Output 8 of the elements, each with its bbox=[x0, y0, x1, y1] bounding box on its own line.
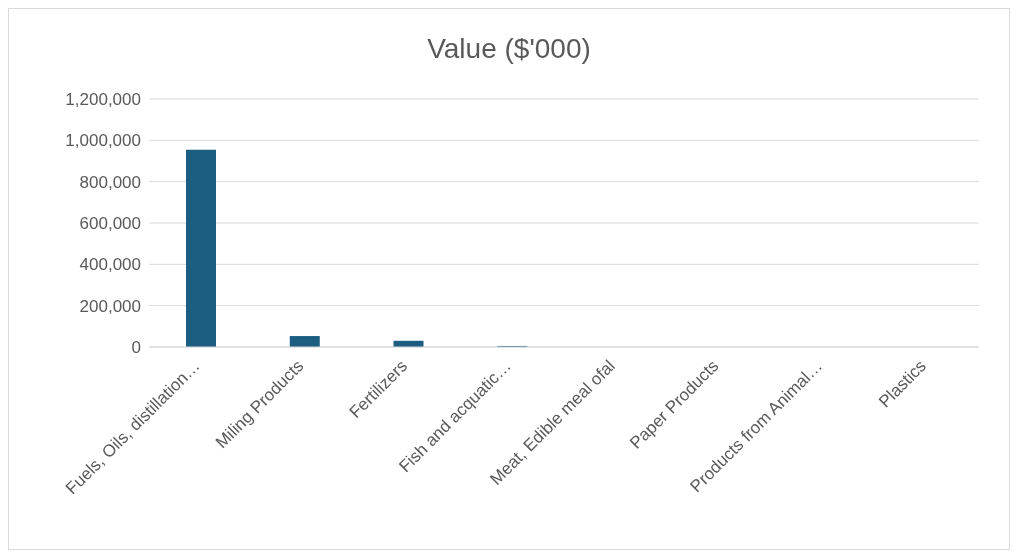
chart-title: Value ($'000) bbox=[426, 32, 592, 66]
y-tick-label: 200,000 bbox=[79, 296, 141, 316]
y-tick-label: 400,000 bbox=[79, 255, 141, 275]
y-tick-label: 1,200,000 bbox=[65, 90, 141, 110]
y-tick-label: 1,000,000 bbox=[65, 131, 141, 151]
y-tick-label: 800,000 bbox=[79, 172, 141, 192]
y-tick-label: 0 bbox=[131, 338, 141, 358]
y-tick-label: 600,000 bbox=[79, 214, 141, 234]
